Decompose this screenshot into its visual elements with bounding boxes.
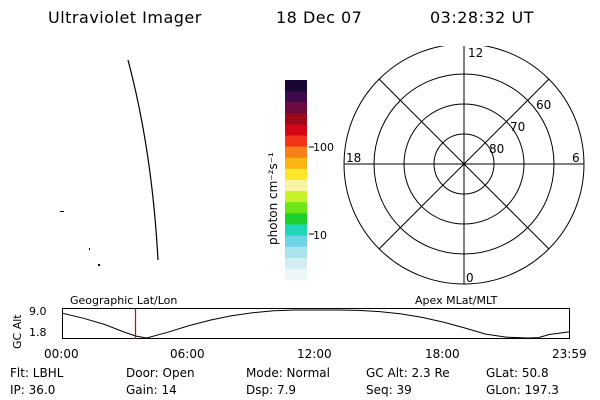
mlat-label-80: 80	[489, 142, 504, 156]
earth-limb-arc	[127, 59, 159, 261]
colorbar-tick-10: 10	[313, 229, 327, 242]
timeline-y-axis-title: GC Alt	[11, 314, 24, 349]
colorbar-band	[285, 124, 307, 137]
colorbar-gradient	[285, 80, 307, 281]
altitude-timeline-plot	[62, 308, 570, 339]
colorbar-band	[285, 235, 307, 248]
timeline-left-title: Geographic Lat/Lon	[70, 294, 178, 307]
status-gain: Gain: 14	[126, 383, 177, 397]
colorbar-ticks	[309, 146, 314, 235]
timeline-x-tick-0600: 06:00	[170, 347, 205, 361]
timeline-right-title: Apex MLat/MLT	[415, 294, 498, 307]
mlat-label-60: 60	[536, 98, 551, 112]
status-dsp: Dsp: 7.9	[246, 383, 297, 397]
uvi-image-area	[60, 59, 159, 266]
colorbar-band	[285, 202, 307, 214]
mlt-label-12: 12	[468, 46, 483, 60]
status-glat: GLat: 50.8	[486, 366, 549, 380]
polar-plot: 12 0 18 6 60 70 80	[343, 46, 585, 285]
colorbar-band	[285, 213, 307, 225]
colorbar-band	[285, 191, 307, 203]
stray-pixel-3	[98, 264, 100, 266]
colorbar-band	[285, 257, 307, 270]
colorbar-band	[285, 268, 307, 281]
colorbar-band	[285, 102, 307, 114]
mlt-label-18: 18	[346, 151, 361, 165]
colorbar-band	[285, 113, 307, 125]
status-filter: Flt: LBHL	[10, 366, 64, 380]
colorbar-band	[285, 157, 307, 170]
status-gc-alt: GC Alt: 2.3 Re	[366, 366, 450, 380]
status-glon: GLon: 197.3	[486, 383, 559, 397]
mlat-label-70: 70	[510, 120, 525, 134]
colorbar-band	[285, 91, 307, 103]
altitude-curve	[62, 309, 570, 339]
date-label: 18 Dec 07	[276, 8, 363, 27]
status-door: Door: Open	[126, 366, 195, 380]
colorbar	[285, 80, 307, 281]
mlt-line-diag-2	[378, 78, 550, 250]
colorbar-unit-label: photon cm⁻²s⁻¹	[266, 152, 280, 245]
timeline-y-tick-1-8: 1.8	[29, 326, 47, 339]
colorbar-band	[285, 246, 307, 259]
colorbar-band	[285, 224, 307, 237]
colorbar-band	[285, 168, 307, 181]
time-label: 03:28:32 UT	[430, 8, 534, 27]
timeline-frame	[62, 308, 570, 339]
colorbar-tick-100: 100	[313, 141, 334, 154]
status-seq: Seq: 39	[366, 383, 412, 397]
timeline-x-tick-1200: 12:00	[297, 347, 332, 361]
colorbar-band	[285, 146, 307, 159]
timeline-y-tick-9: 9.0	[29, 305, 47, 318]
mlt-label-6: 6	[572, 151, 580, 165]
instrument-title: Ultraviolet Imager	[48, 8, 202, 27]
timeline-x-tick-2359: 23:59	[552, 347, 587, 361]
status-mode: Mode: Normal	[246, 366, 330, 380]
stray-pixel-2	[89, 248, 90, 250]
mlt-label-0: 0	[466, 271, 474, 285]
colorbar-band	[285, 135, 307, 148]
colorbar-band	[285, 80, 307, 92]
stray-pixel-1	[60, 211, 64, 212]
timeline-x-tick-0000: 00:00	[44, 347, 79, 361]
timeline-x-tick-1800: 18:00	[425, 347, 460, 361]
status-ip: IP: 36.0	[10, 383, 56, 397]
colorbar-band	[285, 180, 307, 192]
